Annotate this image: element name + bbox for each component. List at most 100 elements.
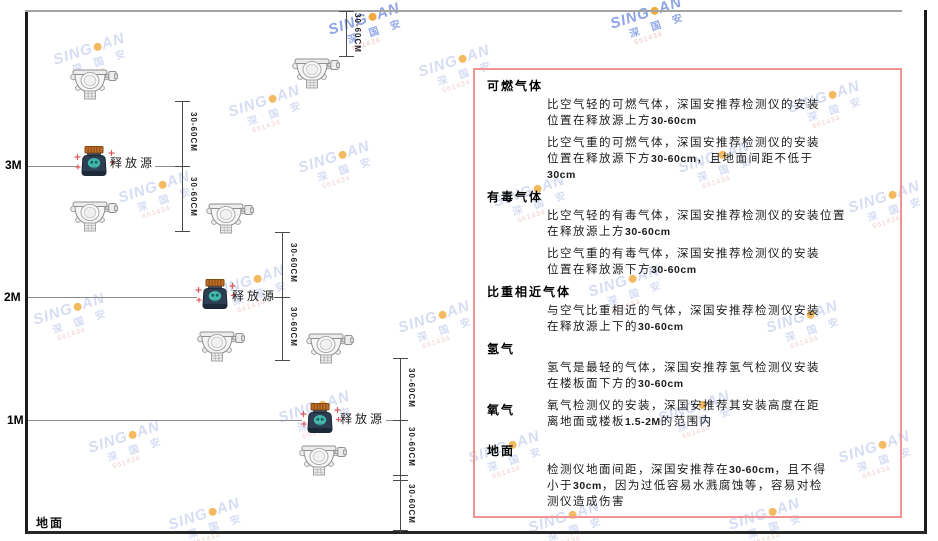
dimension-tick [393,420,408,421]
height-label-2m: 2M [4,290,21,304]
dimension-label-30-60cm: 30-60CM [407,484,416,524]
dimension-label-30-60cm: 30-60CM [407,368,416,408]
watermark-chinese-text: 深 国 安 [316,155,377,185]
watermark-code-text: 661434 [421,334,452,351]
height-label-1m: 1M [7,413,24,427]
dimension-label-30-60cm: 30-60CM [353,13,362,53]
ref-line-1m [28,420,302,421]
gas-detector-icon [70,197,118,233]
dimension-tick [175,231,190,232]
watermark-chinese-text: 深 国 安 [628,11,689,41]
logo-dot-icon [267,93,278,104]
release-source-label: 释放源 [232,289,278,303]
dimension-tick [275,232,290,233]
ref-line-3m-connector [155,166,182,167]
dimension-tick [175,101,190,102]
watermark-chinese-text: 深 国 安 [51,307,112,337]
dimension-label-30-60cm: 30-60CM [289,243,298,283]
watermark-code-text: 661434 [141,204,172,221]
logo-dot-icon [437,309,448,320]
ref-line-2m [28,297,197,298]
ground-label: 地面 [36,516,65,530]
watermark-chinese-text: 深 国 安 [186,512,247,541]
panel-paragraph: 比空气轻的有毒气体，深国安推荐检测仪的安装位置 在释放源上方30-60cm [547,210,846,238]
gas-detector-icon [206,199,254,235]
dimension-tick [339,11,354,12]
panel-section: 氢气氢气是最轻的气体，深国安推荐氢气检测仪安装 在楼板面下方的30-60cm [487,341,890,392]
panel-section-heading: 可燃气体 [487,79,544,93]
height-label-3m: 3M [5,158,22,172]
panel-section: 氧气 氧气检测仪的安装，深国安推荐其安装高度在距 离地面或楼板1.5-2M的范围内 [487,398,890,430]
watermark-chinese-text: 深 国 安 [136,185,197,215]
logo-dot-icon [127,429,138,440]
logo-dot-icon [207,506,218,517]
release-source-icon [298,403,342,435]
dimension-line-2m [282,232,283,360]
ground-line [25,531,927,534]
panel-section: 有毒气体 比空气轻的有毒气体，深国安推荐检测仪的安装位置 在释放源上方30-60cm… [487,189,890,278]
watermark-code-text: 661434 [111,454,142,471]
watermark-code-text: 661434 [56,326,87,343]
panel-paragraph: 与空气比重相近的气体，深国安推荐检测仪安装 在释放源上下的30-60cm [547,305,820,333]
panel-section-heading: 有毒气体 [487,190,544,204]
logo-dot-icon [72,301,83,312]
logo-dot-icon [457,53,468,64]
dimension-line-1m [400,358,401,533]
panel-section-heading: 地面 [487,444,516,458]
panel-section-heading: 氢气 [487,342,516,356]
dimension-tick [393,358,408,359]
watermark-chinese-text: 深 国 安 [416,315,477,345]
watermark-chinese-text: 深 国 安 [246,99,307,129]
panel-paragraph: 比空气轻的可燃气体，深国安推荐检测仪的安装 位置在释放源上方30-60cm [547,99,820,127]
panel-section-heading: 比重相近气体 [487,285,572,299]
panel-paragraph: 氢气是最轻的气体，深国安推荐氢气检测仪安装 在楼板面下方的30-60cm [547,362,820,390]
dimension-tick [175,166,190,167]
logo-dot-icon [337,149,348,160]
release-source-label: 释放源 [110,156,156,170]
dimension-label-30-60cm: 30-60CM [289,307,298,347]
ref-line-3m [28,166,78,167]
dimension-tick [393,480,408,481]
panel-section: 比重相近气体与空气比重相近的气体，深国安推荐检测仪安装 在释放源上下的30-60c… [487,284,890,335]
watermark-chinese-text: 深 国 安 [346,17,407,47]
dimension-tick [275,360,290,361]
watermark-code-text: 661434 [251,118,282,135]
panel-paragraph: 检测仪地面间距，深国安推荐在30-60cm，且不得 小于30cm，因为过低容易水溅… [547,464,827,508]
gas-detector-icon [292,54,340,90]
dimension-tick [275,297,290,298]
panel-paragraph: 比空气重的可燃气体，深国安推荐检测仪的安装 位置在释放源下方30-60cm，且地面… [547,137,820,181]
panel-paragraph: 比空气重的有毒气体，深国安推荐检测仪的安装 位置在释放源下方30-60cm [547,248,820,276]
panel-paragraph: 氧气检测仪的安装，深国安推荐其安装高度在距 离地面或楼板1.5-2M的范围内 [547,400,820,428]
ceiling-line [25,10,902,12]
dimension-label-30-60cm: 30-60CM [189,112,198,152]
watermark-code-text: 661434 [633,30,664,47]
gas-detector-icon [70,65,118,101]
release-source-icon [193,279,237,311]
dimension-line-ceiling [346,11,347,57]
watermark-code-text: 661434 [321,174,352,191]
right-wall-line [924,10,927,534]
dimension-label-30-60cm: 30-60CM [189,177,198,217]
gas-detector-icon [306,329,354,365]
dimension-tick [339,56,354,57]
dimension-label-30-60cm: 30-60CM [407,427,416,467]
panel-section: 可燃气体 比空气轻的可燃气体，深国安推荐检测仪的安装 位置在释放源上方30-60cm… [487,78,890,183]
left-wall-line [25,10,28,534]
logo-dot-icon [252,273,263,284]
